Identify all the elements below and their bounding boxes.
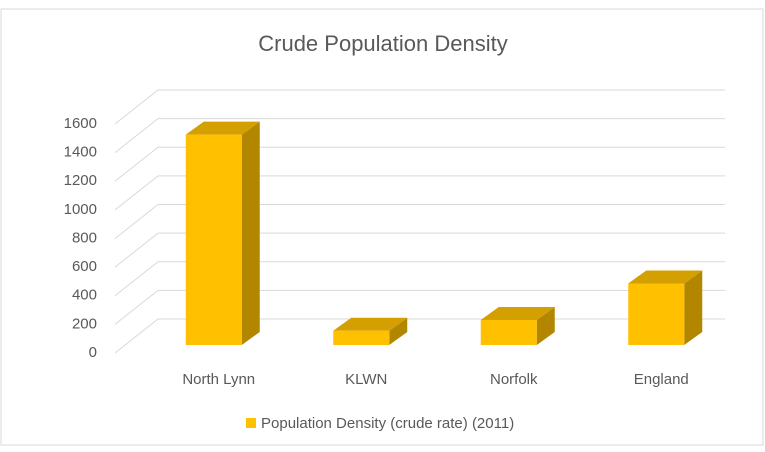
- bar: [628, 283, 685, 345]
- grid-line: [114, 175, 725, 211]
- chart-border: [0, 8, 764, 446]
- bar-side: [389, 317, 408, 345]
- y-tick-label: 1000: [64, 201, 97, 218]
- x-tick-label: Norfolk: [490, 371, 538, 388]
- bar: [333, 330, 390, 345]
- y-tick-label: 400: [72, 287, 97, 304]
- grid-line: [114, 289, 725, 325]
- y-tick-label: 0: [89, 344, 97, 361]
- grid-line: [114, 232, 725, 268]
- y-tick-label: 200: [72, 315, 97, 332]
- grid-line: [114, 146, 725, 182]
- x-tick-label: England: [634, 371, 689, 388]
- legend-label: Population Density (crude rate) (2011): [261, 415, 514, 432]
- legend-swatch: [246, 418, 256, 428]
- x-tick-label: KLWN: [345, 371, 387, 388]
- bar: [480, 319, 537, 345]
- y-tick-label: 800: [72, 229, 97, 246]
- grid-line: [114, 204, 725, 239]
- y-tick-label: 600: [72, 258, 97, 275]
- bar-side: [536, 306, 555, 345]
- bar-side: [684, 270, 703, 345]
- grid-line: [114, 261, 725, 297]
- grid-line: [114, 118, 725, 154]
- bar-top: [185, 121, 260, 135]
- bar-top: [333, 317, 408, 331]
- bar-top: [628, 270, 703, 284]
- y-tick-label: 1600: [64, 115, 97, 132]
- bar-top: [480, 306, 555, 320]
- y-tick-label: 1200: [64, 172, 97, 189]
- y-tick-label: 1400: [64, 144, 97, 161]
- bar-side: [241, 121, 260, 345]
- chart-title: Crude Population Density: [258, 31, 507, 56]
- x-tick-label: North Lynn: [182, 371, 255, 388]
- bar: [185, 134, 242, 345]
- grid-line: [114, 89, 725, 125]
